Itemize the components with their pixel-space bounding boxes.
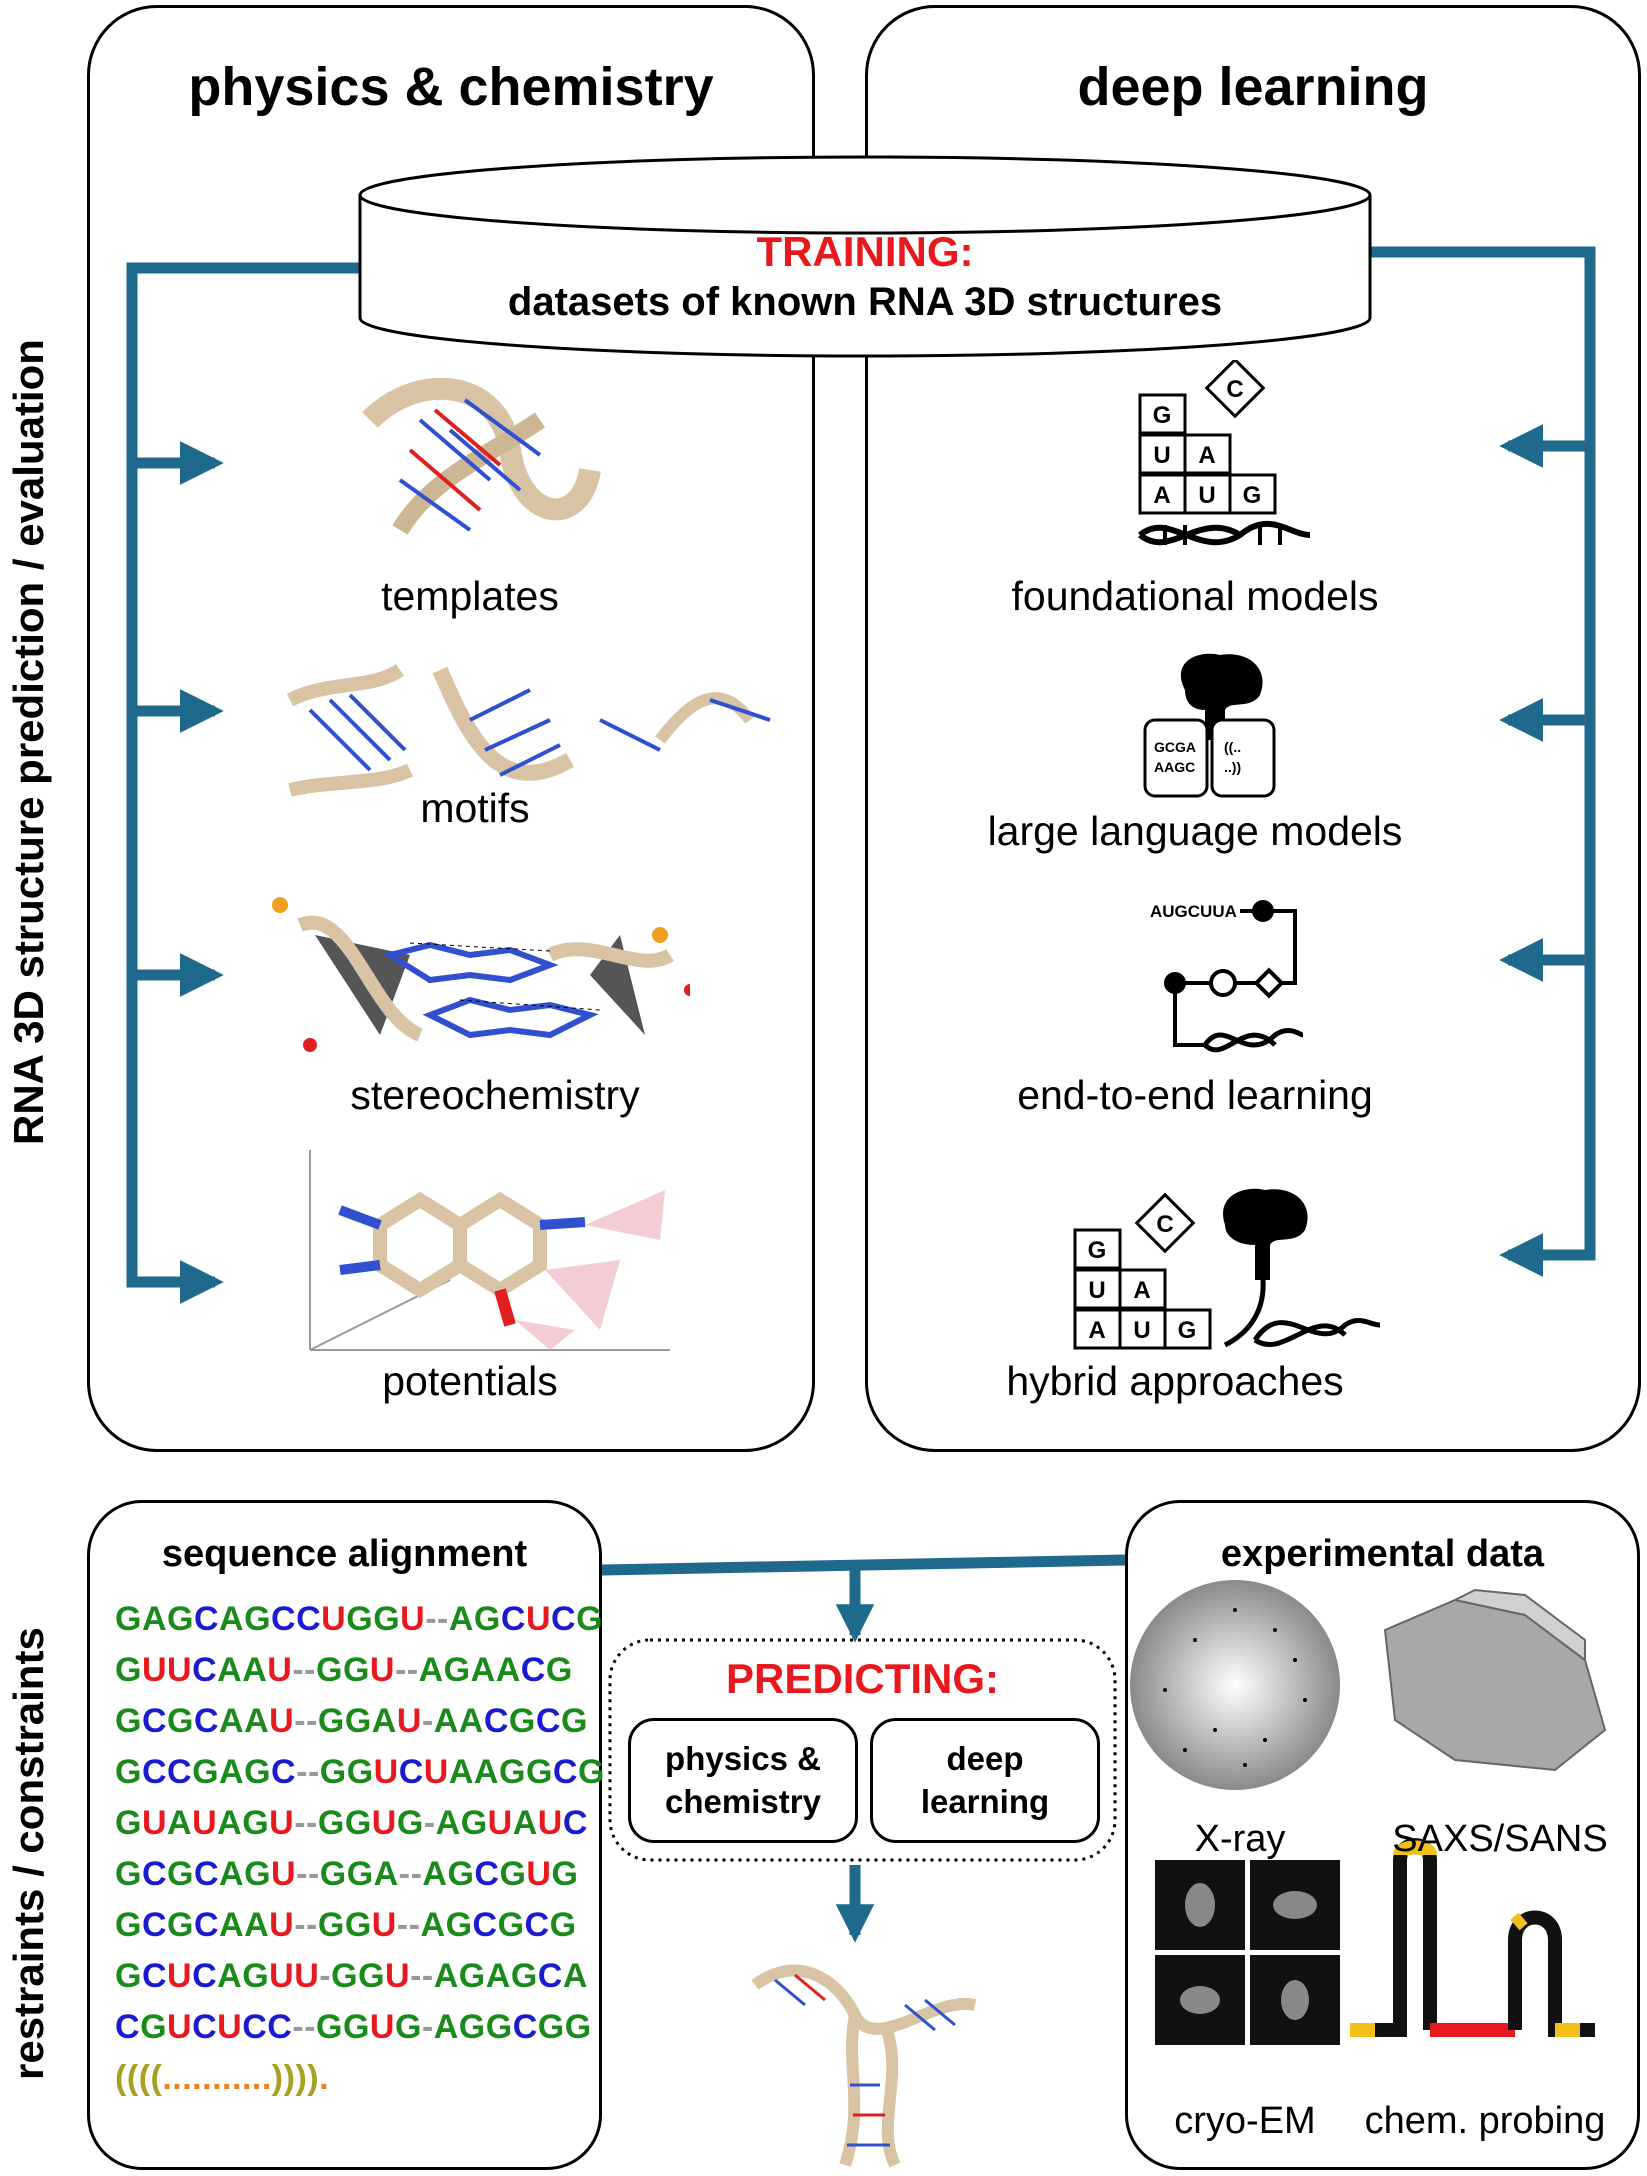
- xray-label: X-ray: [1194, 1818, 1286, 1860]
- svg-text:AAGC: AAGC: [1154, 759, 1195, 775]
- training-subtitle: datasets of known RNA 3D structures: [507, 280, 1223, 324]
- left-arrow-bracket: [126, 262, 365, 1304]
- sequence-alignment-panel: sequence alignment: [87, 1500, 602, 2170]
- chem-probing-image: [1350, 1838, 1595, 2037]
- svg-text:C: C: [1226, 376, 1243, 403]
- svg-text:GCGA: GCGA: [1154, 739, 1196, 755]
- physics-chemistry-heading: physics & chemistry: [188, 57, 714, 117]
- alignment-row: GCCGAGC--GGUCUAAGGCG: [115, 1753, 605, 1791]
- cryo-em-label: cryo-EM: [1174, 2100, 1316, 2142]
- svg-text:G: G: [1088, 1237, 1107, 1264]
- predicting-title: PREDICTING:: [726, 1655, 999, 1702]
- training-arrows-svg: [126, 155, 1596, 1304]
- predicting-deep-box: deep learning: [870, 1718, 1100, 1843]
- potentials-label: potentials: [382, 1358, 558, 1404]
- svg-text:G: G: [1178, 1317, 1197, 1344]
- stereochemistry-label: stereochemistry: [350, 1072, 640, 1118]
- svg-text:((..: ((..: [1224, 739, 1241, 755]
- potentials-image: [309, 1150, 670, 1351]
- svg-text:AUGCUUA: AUGCUUA: [1150, 902, 1237, 921]
- deep-learning-heading: deep learning: [1077, 57, 1429, 117]
- foundational-models-label: foundational models: [1011, 573, 1379, 619]
- svg-text:A: A: [1088, 1317, 1105, 1344]
- alignment-row: GCGCAAU--GGU--AGCGCG: [115, 1906, 577, 1944]
- saxs-sans-label: SAXS/SANS: [1392, 1818, 1608, 1860]
- right-arrow-bracket: [1370, 246, 1596, 1277]
- xray-image: [1130, 1580, 1340, 1790]
- svg-text:U: U: [1088, 1277, 1105, 1304]
- svg-text:C: C: [1156, 1211, 1173, 1238]
- alignment-row: GUAUAGU--GGUG-AGUAUC: [115, 1804, 588, 1842]
- alignment-row: GAGCAGCCUGGU--AGCUCG: [115, 1600, 604, 1638]
- alignment-row: GCGCAAU--GGAU-AACGCG: [115, 1702, 588, 1740]
- hybrid-approaches-label: hybrid approaches: [1006, 1358, 1344, 1404]
- experimental-images: [1130, 1580, 1607, 2045]
- predicting-physics-box: physics & chemistry: [628, 1718, 858, 1843]
- chem-probing-label: chem. probing: [1364, 2100, 1606, 2142]
- alignment-row: CGUCUCC--GGUG-AGGCGG: [115, 2008, 592, 2046]
- cryo-em-image: [1155, 1860, 1340, 2045]
- svg-text:A: A: [1153, 482, 1170, 509]
- large-language-models-label: large language models: [987, 808, 1403, 854]
- svg-text:A: A: [1133, 1277, 1150, 1304]
- svg-text:G: G: [1243, 482, 1262, 509]
- svg-text:A: A: [1198, 442, 1215, 469]
- stereochemistry-image: [272, 897, 690, 1052]
- sequence-alignment-title: sequence alignment: [161, 1533, 528, 1575]
- end-to-end-icon: AUGCUUA: [1150, 900, 1304, 1053]
- training-cylinder: [358, 155, 1372, 358]
- svg-text:U: U: [1153, 442, 1170, 469]
- predicted-structure-image: [751, 1964, 977, 2168]
- motifs-image: [286, 663, 771, 797]
- alignment-row: GCGCAGU--GGA--AGCGUG: [115, 1855, 579, 1893]
- saxs-image: [1383, 1588, 1607, 1772]
- templates-image: [362, 377, 601, 535]
- svg-text:U: U: [1133, 1317, 1150, 1344]
- experimental-data-title: experimental data: [1220, 1533, 1545, 1575]
- predicting-arrows: [601, 1554, 1126, 1943]
- training-title: TRAINING:: [756, 228, 974, 275]
- svg-text:..)): ..)): [1224, 759, 1241, 775]
- motifs-label: motifs: [420, 785, 530, 831]
- alignment-row: GCUCAGUU-GGU--AGAGCA: [115, 1957, 588, 1995]
- dot-bracket-row: ((((...........)))).: [115, 2059, 330, 2097]
- alignment-row: GUUCAAU--GGU--AGAACG: [115, 1651, 573, 1689]
- svg-text:G: G: [1153, 402, 1172, 429]
- svg-text:U: U: [1198, 482, 1215, 509]
- end-to-end-learning-label: end-to-end learning: [1017, 1072, 1373, 1118]
- templates-label: templates: [381, 573, 559, 619]
- llm-icon: GCGA AAGC ((....)): [1143, 653, 1276, 798]
